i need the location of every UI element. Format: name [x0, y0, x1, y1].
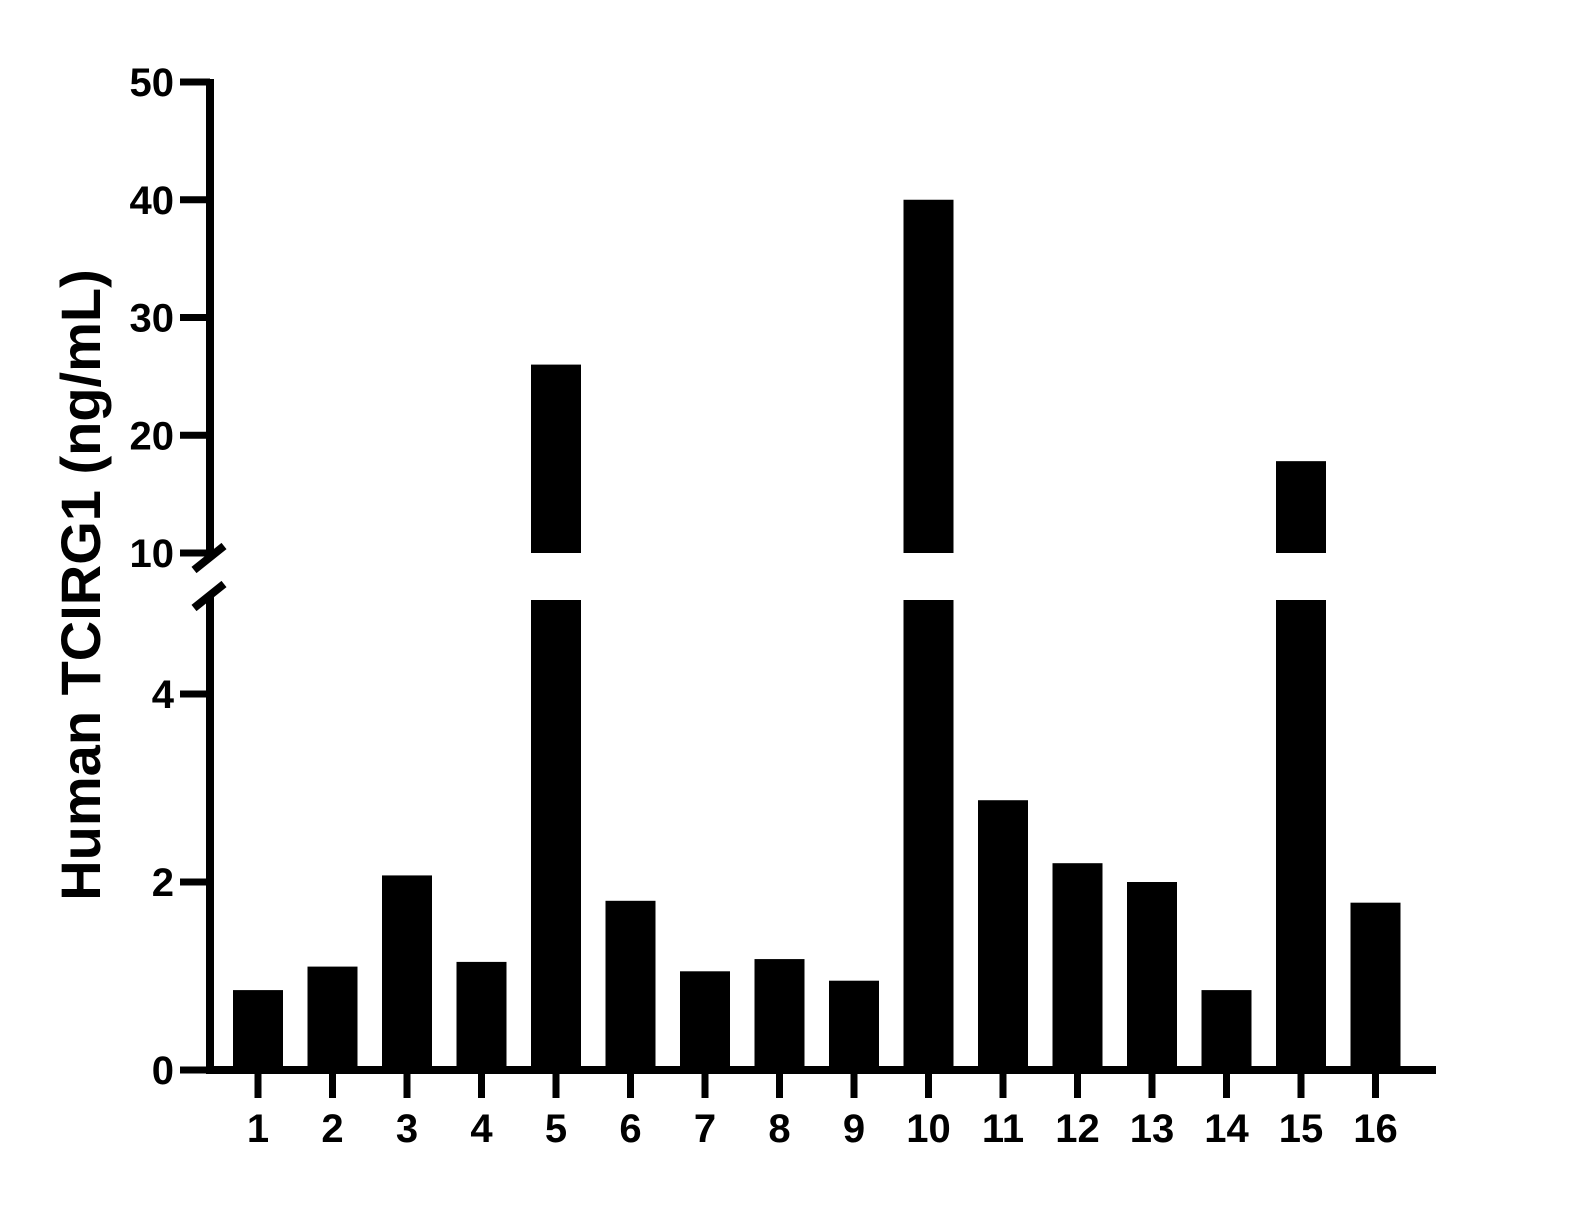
axis-break-mark-top — [191, 542, 227, 574]
x-tick-label-14: 14 — [1204, 1107, 1249, 1151]
bar-15-lower — [1276, 600, 1326, 1070]
bar-5-upper — [531, 364, 581, 553]
x-tick-label-15: 15 — [1279, 1107, 1324, 1151]
bar-12 — [1052, 863, 1103, 1070]
y-tick-label-2: 2 — [152, 861, 174, 905]
x-tick-label-9: 9 — [843, 1107, 865, 1151]
bar-16 — [1350, 902, 1401, 1070]
bar-7 — [680, 971, 730, 1070]
y-axis-title: Human TCIRG1 (ng/mL) — [49, 269, 112, 901]
axes-layer — [180, 78, 1436, 1098]
bar-9 — [829, 980, 879, 1070]
bar-8 — [754, 959, 805, 1070]
x-tick-label-6: 6 — [619, 1107, 641, 1151]
bar-15-upper — [1276, 461, 1326, 553]
bars-layer — [233, 199, 1401, 1070]
x-tick-label-5: 5 — [545, 1107, 567, 1151]
axis-break-mark-bottom — [191, 580, 227, 612]
y-tick-label-10: 10 — [130, 532, 175, 576]
bar-4 — [456, 961, 507, 1070]
y-tick-label-0: 0 — [152, 1049, 174, 1093]
x-tick-label-4: 4 — [470, 1107, 493, 1151]
bar-11 — [978, 800, 1028, 1070]
x-tick-label-16: 16 — [1353, 1107, 1398, 1151]
x-tick-label-8: 8 — [768, 1107, 790, 1151]
x-tick-label-1: 1 — [247, 1107, 269, 1151]
x-tick-label-2: 2 — [321, 1107, 343, 1151]
y-tick-label-20: 20 — [130, 414, 175, 458]
bar-6 — [605, 900, 656, 1070]
x-tick-label-7: 7 — [694, 1107, 716, 1151]
x-tick-label-10: 10 — [906, 1107, 951, 1151]
y-tick-label-4: 4 — [152, 673, 175, 717]
bar-10-upper — [903, 199, 954, 553]
bar-3 — [382, 875, 432, 1070]
y-tick-label-50: 50 — [130, 61, 175, 105]
bar-5-lower — [531, 600, 581, 1070]
bar-2 — [307, 966, 358, 1070]
x-tick-label-12: 12 — [1055, 1107, 1100, 1151]
x-tick-label-3: 3 — [396, 1107, 418, 1151]
y-tick-label-30: 30 — [130, 297, 175, 341]
y-tick-label-40: 40 — [130, 179, 175, 223]
bar-13 — [1127, 882, 1177, 1070]
bar-10-lower — [903, 600, 954, 1070]
x-tick-label-13: 13 — [1130, 1107, 1175, 1151]
bar-1 — [233, 990, 283, 1070]
bar-14 — [1201, 990, 1252, 1070]
x-tick-label-11: 11 — [982, 1107, 1024, 1151]
